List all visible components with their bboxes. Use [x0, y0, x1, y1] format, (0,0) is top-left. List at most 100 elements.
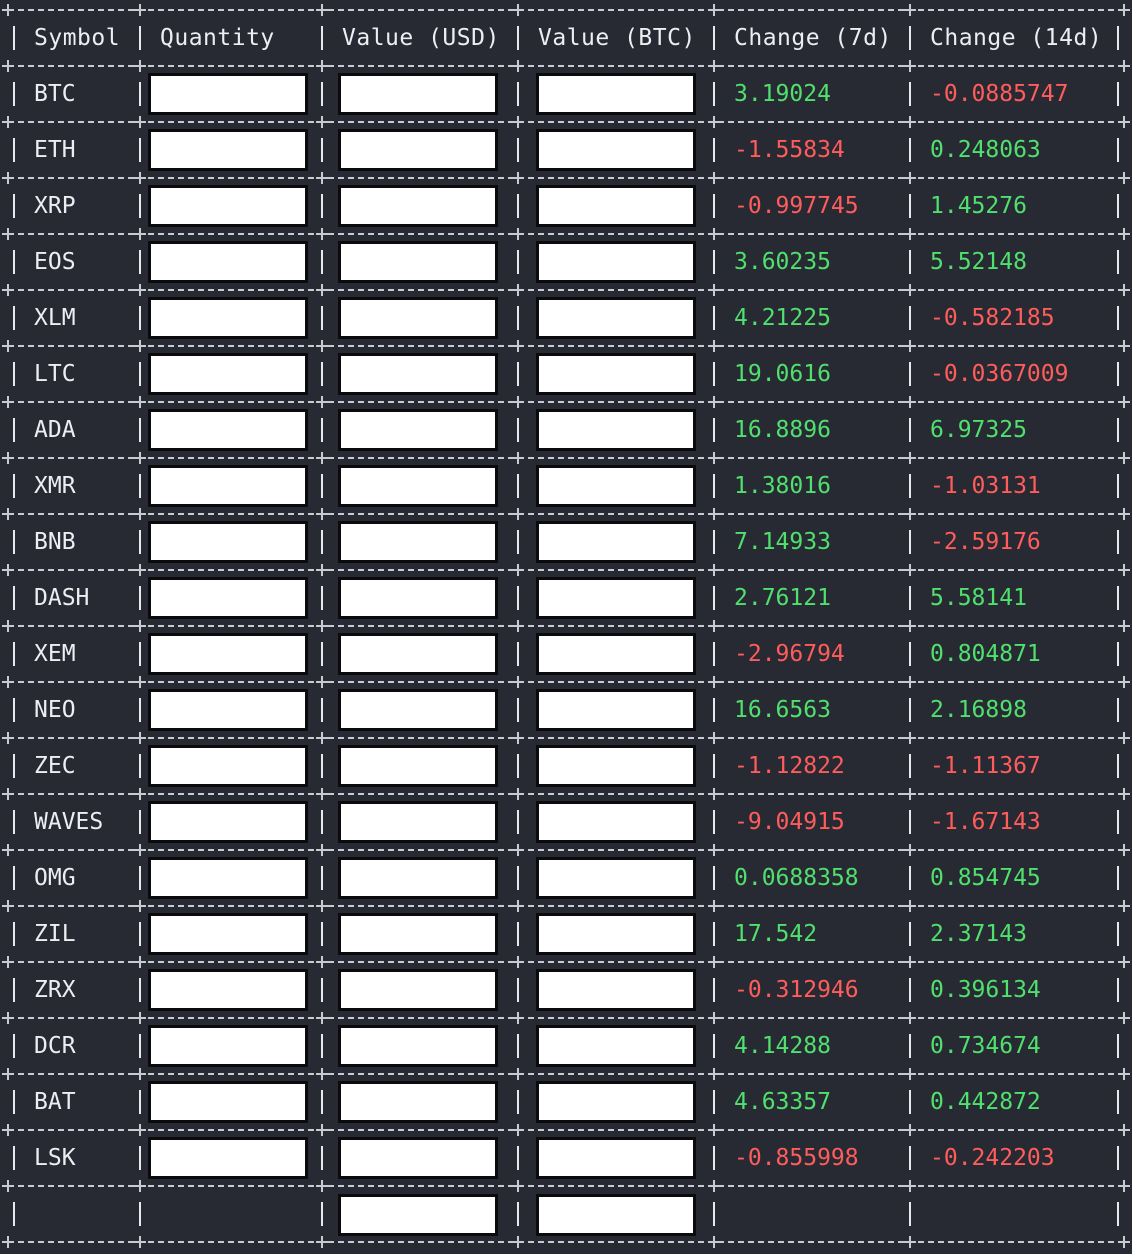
grid-cross [2, 844, 14, 856]
row-separator [8, 177, 1124, 179]
value-btc-field[interactable] [536, 857, 696, 899]
grid-cross [134, 676, 146, 688]
value-usd-field[interactable] [338, 241, 498, 283]
quantity-field[interactable] [148, 633, 308, 675]
value-usd-field[interactable] [338, 465, 498, 507]
value-btc-field[interactable] [536, 969, 696, 1011]
grid-cross [316, 60, 328, 72]
quantity-field[interactable] [148, 73, 308, 115]
quantity-field[interactable] [148, 465, 308, 507]
total-value-usd-field[interactable] [338, 1194, 498, 1236]
value-btc-field[interactable] [536, 913, 696, 955]
column-separator [139, 754, 141, 778]
grid-cross [512, 1068, 524, 1080]
value-btc-field[interactable] [536, 465, 696, 507]
grid-cross [2, 284, 14, 296]
column-separator [517, 362, 519, 386]
value-usd-field[interactable] [338, 745, 498, 787]
value-btc-field[interactable] [536, 297, 696, 339]
value-usd-field[interactable] [338, 689, 498, 731]
value-usd-field[interactable] [338, 577, 498, 619]
quantity-field[interactable] [148, 297, 308, 339]
quantity-field[interactable] [148, 745, 308, 787]
value-btc-field[interactable] [536, 185, 696, 227]
value-usd-field[interactable] [338, 1081, 498, 1123]
quantity-field[interactable] [148, 857, 308, 899]
grid-cross [512, 788, 524, 800]
grid-cross [904, 844, 916, 856]
value-usd-field[interactable] [338, 1137, 498, 1179]
grid-cross [2, 900, 14, 912]
column-separator [1117, 82, 1119, 106]
grid-cross [1118, 788, 1130, 800]
grid-cross [2, 676, 14, 688]
change-14d-cell: -1.03131 [930, 473, 1041, 499]
value-usd-field[interactable] [338, 857, 498, 899]
grid-cross [708, 1012, 720, 1024]
value-btc-field[interactable] [536, 73, 696, 115]
value-btc-field[interactable] [536, 353, 696, 395]
value-btc-field[interactable] [536, 689, 696, 731]
grid-cross [2, 564, 14, 576]
quantity-field[interactable] [148, 577, 308, 619]
change-7d-cell: -1.55834 [734, 137, 845, 163]
quantity-field[interactable] [148, 1137, 308, 1179]
quantity-field[interactable] [148, 521, 308, 563]
value-btc-field[interactable] [536, 1081, 696, 1123]
quantity-field[interactable] [148, 241, 308, 283]
quantity-field[interactable] [148, 1025, 308, 1067]
value-usd-field[interactable] [338, 409, 498, 451]
value-btc-field[interactable] [536, 745, 696, 787]
row-separator [8, 793, 1124, 795]
change-14d-cell: 1.45276 [930, 193, 1027, 219]
grid-cross [708, 508, 720, 520]
value-btc-field[interactable] [536, 577, 696, 619]
quantity-field[interactable] [148, 1081, 308, 1123]
value-usd-field[interactable] [338, 129, 498, 171]
value-btc-field[interactable] [536, 129, 696, 171]
column-separator [713, 922, 715, 946]
quantity-field[interactable] [148, 129, 308, 171]
value-btc-field[interactable] [536, 633, 696, 675]
column-separator [909, 138, 911, 162]
grid-cross [1118, 452, 1130, 464]
value-btc-field[interactable] [536, 1137, 696, 1179]
total-value-btc-field[interactable] [536, 1194, 696, 1236]
column-separator [321, 978, 323, 1002]
value-usd-field[interactable] [338, 1025, 498, 1067]
value-btc-field[interactable] [536, 801, 696, 843]
quantity-field[interactable] [148, 913, 308, 955]
value-usd-field[interactable] [338, 969, 498, 1011]
value-btc-field[interactable] [536, 241, 696, 283]
change-14d-cell: 0.442872 [930, 1089, 1041, 1115]
symbol-cell: DASH [34, 585, 90, 611]
value-usd-field[interactable] [338, 521, 498, 563]
value-usd-field[interactable] [338, 913, 498, 955]
quantity-field[interactable] [148, 689, 308, 731]
column-separator [13, 1034, 15, 1058]
value-usd-field[interactable] [338, 801, 498, 843]
value-btc-field[interactable] [536, 409, 696, 451]
quantity-field[interactable] [148, 969, 308, 1011]
column-separator [13, 754, 15, 778]
column-separator [13, 1090, 15, 1114]
change-14d-cell: 2.16898 [930, 697, 1027, 723]
quantity-field[interactable] [148, 409, 308, 451]
grid-cross [134, 788, 146, 800]
value-btc-field[interactable] [536, 521, 696, 563]
column-separator [713, 978, 715, 1002]
quantity-field[interactable] [148, 185, 308, 227]
value-usd-field[interactable] [338, 633, 498, 675]
value-btc-field[interactable] [536, 1025, 696, 1067]
quantity-field[interactable] [148, 353, 308, 395]
value-usd-field[interactable] [338, 297, 498, 339]
value-usd-field[interactable] [338, 353, 498, 395]
value-usd-field[interactable] [338, 73, 498, 115]
column-separator [321, 754, 323, 778]
quantity-field[interactable] [148, 801, 308, 843]
grid-cross [1118, 1012, 1130, 1024]
value-usd-field[interactable] [338, 185, 498, 227]
grid-cross [1118, 172, 1130, 184]
grid-cross [904, 340, 916, 352]
